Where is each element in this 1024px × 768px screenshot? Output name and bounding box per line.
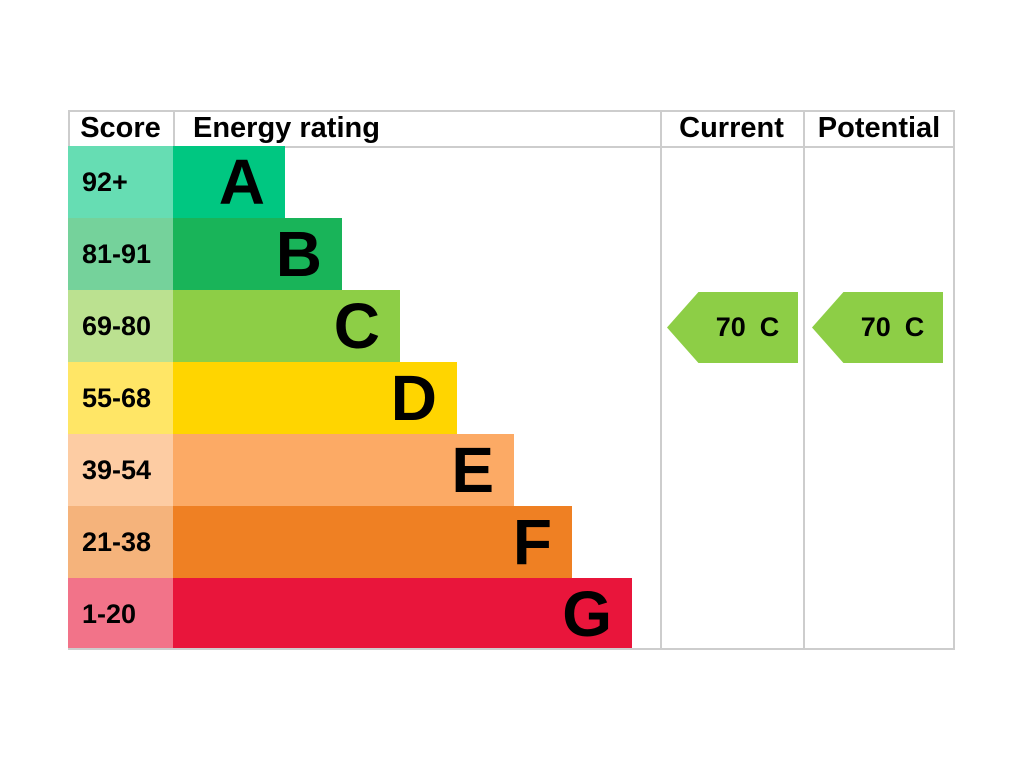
potential-rating-arrow: 70 C (812, 292, 943, 363)
band-row-a: 92+ A (68, 146, 632, 218)
score-cell-a: 92+ (68, 146, 173, 218)
header-current: Current (679, 111, 784, 144)
band-letter: A (218, 146, 265, 218)
table-right-border (953, 110, 955, 650)
band-bar-g: G (173, 578, 632, 650)
band-row-c: 69-80 C (68, 290, 632, 362)
band-letter: E (451, 434, 494, 506)
score-range-label: 69-80 (82, 310, 152, 341)
header-left-border (68, 110, 70, 146)
band-letter: F (512, 506, 552, 578)
band-bar-e: E (173, 434, 514, 506)
current-rating-band: C (759, 312, 780, 342)
band-bar-b: B (173, 218, 342, 290)
band-letter: D (390, 362, 437, 434)
score-column-divider (173, 110, 175, 146)
band-letter: B (275, 218, 322, 290)
band-row-f: 21-38 F (68, 506, 632, 578)
score-range-label: 55-68 (82, 382, 152, 413)
header-score: Score (80, 111, 161, 144)
potential-rating-band: C (904, 312, 925, 342)
band-rows: 92+ A 81-91 B 69-80 C 55-68 D 39-54 E 21… (68, 146, 632, 650)
score-range-label: 81-91 (82, 238, 152, 269)
score-range-label: 1-20 (82, 598, 137, 629)
table-bottom-border (68, 648, 955, 650)
potential-column-left-border (803, 110, 805, 650)
band-bar-f: F (173, 506, 572, 578)
score-range-label: 21-38 (82, 526, 152, 557)
current-rating-value: 70 (715, 312, 746, 342)
band-row-g: 1-20 G (68, 578, 632, 650)
score-range-label: 39-54 (82, 454, 152, 485)
header-energy-rating: Energy rating (193, 111, 380, 144)
band-bar-c: C (173, 290, 400, 362)
score-cell-c: 69-80 (68, 290, 173, 362)
band-row-b: 81-91 B (68, 218, 632, 290)
band-row-d: 55-68 D (68, 362, 632, 434)
band-row-e: 39-54 E (68, 434, 632, 506)
epc-rating-chart: Score Energy rating Current Potential 92… (68, 110, 955, 650)
band-letter: C (333, 290, 380, 362)
current-column-left-border (660, 110, 662, 650)
table-header-row: Score Energy rating Current Potential (68, 110, 955, 146)
band-letter: G (562, 578, 612, 650)
score-cell-e: 39-54 (68, 434, 173, 506)
potential-rating-value: 70 (860, 312, 891, 342)
table-top-border (68, 110, 955, 112)
header-bottom-border (68, 146, 955, 148)
score-cell-f: 21-38 (68, 506, 173, 578)
score-range-label: 92+ (82, 166, 128, 197)
band-bar-a: A (173, 146, 285, 218)
score-cell-d: 55-68 (68, 362, 173, 434)
band-bar-d: D (173, 362, 457, 434)
header-potential: Potential (817, 111, 941, 144)
current-rating-arrow: 70 C (667, 292, 798, 363)
score-cell-b: 81-91 (68, 218, 173, 290)
score-cell-g: 1-20 (68, 578, 173, 650)
